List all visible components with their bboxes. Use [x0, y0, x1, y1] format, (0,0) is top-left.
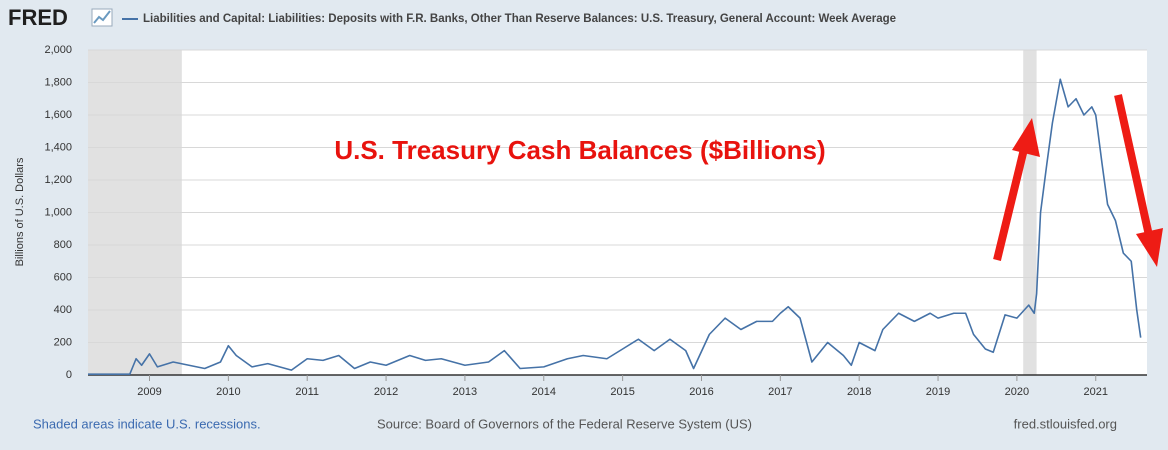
y-tick-label: 1,800: [44, 76, 72, 88]
y-tick-label: 800: [54, 239, 72, 251]
x-tick-label: 2014: [532, 386, 556, 398]
x-tick-label: 2020: [1005, 386, 1029, 398]
y-tick-label: 600: [54, 271, 72, 283]
recession-note: Shaded areas indicate U.S. recessions.: [33, 416, 261, 431]
x-tick-label: 2016: [689, 386, 713, 398]
y-tick-label: 1,200: [44, 174, 72, 186]
x-tick-label: 2009: [137, 386, 161, 398]
y-tick-label: 1,600: [44, 109, 72, 121]
logo: FRED: [8, 5, 68, 30]
logo-icon: [91, 8, 113, 27]
y-tick-label: 2,000: [44, 44, 72, 56]
y-tick-label: 1,000: [44, 206, 72, 218]
x-tick-label: 2021: [1084, 386, 1108, 398]
y-tick-label: 200: [54, 336, 72, 348]
x-tick-label: 2019: [926, 386, 950, 398]
x-tick-label: 2012: [374, 386, 398, 398]
annotation: U.S. Treasury Cash Balances ($Billions): [334, 135, 825, 165]
x-tick-label: 2010: [216, 386, 240, 398]
series-line: [88, 78, 1142, 375]
x-tick-label: 2017: [768, 386, 792, 398]
y-axis-label: Billions of U.S. Dollars: [14, 157, 26, 266]
x-tick-label: 2011: [295, 386, 319, 398]
arrows: [993, 94, 1163, 267]
y-tick-label: 400: [54, 304, 72, 316]
x-tick-label: 2013: [453, 386, 477, 398]
y-tick-label: 1,400: [44, 141, 72, 153]
source: Source: Board of Governors of the Federa…: [377, 416, 752, 431]
legend-label: Liabilities and Capital: Liabilities: De…: [143, 13, 896, 25]
y-tick-label: 0: [66, 369, 72, 381]
x-tick-label: 2015: [610, 386, 634, 398]
site: fred.stlouisfed.org: [1014, 416, 1117, 431]
x-tick-label: 2018: [847, 386, 871, 398]
